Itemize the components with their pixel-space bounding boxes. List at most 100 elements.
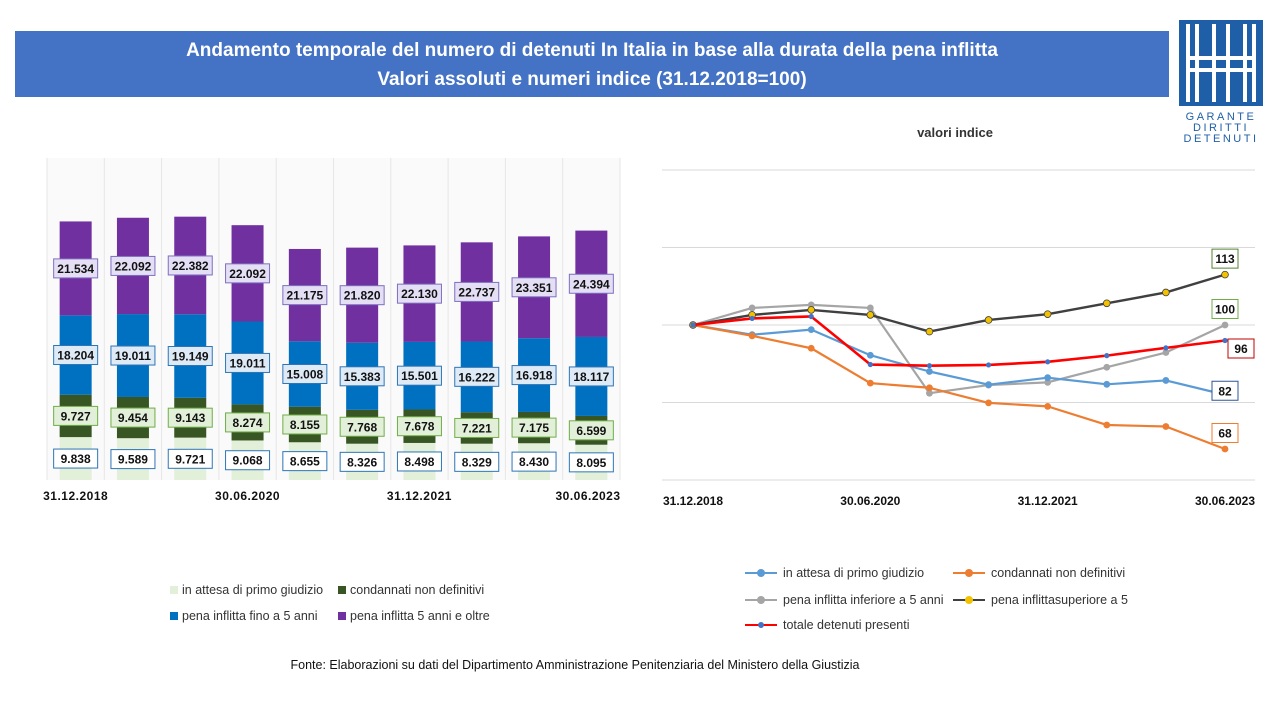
data-label-box — [454, 366, 500, 387]
series-point — [1221, 270, 1229, 279]
series-point — [926, 389, 933, 397]
data-label-box — [454, 281, 500, 302]
data-label: 8.326 — [347, 455, 377, 469]
legend-swatch — [170, 612, 178, 620]
data-label: 7.221 — [462, 421, 492, 435]
data-label-box — [225, 412, 271, 433]
data-label-box — [568, 420, 614, 441]
legend-swatch — [338, 612, 346, 620]
data-label-box — [53, 258, 99, 279]
line-legend: in attesa di primo giudizio condannati n… — [745, 566, 1245, 636]
data-label-box — [225, 263, 271, 284]
series-point — [1104, 353, 1110, 359]
series-line — [692, 323, 1226, 396]
data-label: 8.430 — [519, 455, 549, 469]
data-label-box — [396, 451, 442, 472]
data-label: 21.534 — [57, 262, 94, 276]
stacked-bar-chart: 9.838 9.727 18.204 21.534 9.589 9.454 19.011 22… — [43, 158, 621, 503]
series-point — [748, 332, 756, 340]
data-label: 8.498 — [404, 455, 434, 469]
series-point — [866, 351, 874, 359]
line-legend-item-0: in attesa di primo giudizio — [745, 566, 924, 580]
data-label: 9.068 — [233, 454, 263, 468]
data-label: 15.383 — [344, 370, 381, 384]
series-point — [807, 344, 815, 352]
series-point — [926, 384, 933, 392]
title-line-2: Valori assoluti e numeri indice (31.12.2… — [377, 69, 807, 90]
line-chart-title: valori indice — [917, 125, 993, 140]
line-legend-item-1: condannati non definitivi — [953, 566, 1125, 580]
data-label: 22.382 — [172, 259, 209, 273]
data-label: 19.149 — [172, 350, 209, 364]
series-line — [692, 273, 1226, 333]
data-label-box — [53, 448, 99, 469]
data-label-box — [110, 449, 156, 470]
series-point — [807, 306, 816, 314]
end-label-box — [1211, 248, 1239, 269]
data-label: 9.721 — [175, 452, 205, 466]
end-label-box — [1211, 423, 1239, 443]
series-point — [749, 315, 755, 322]
series-point — [690, 322, 696, 328]
data-label-box — [167, 407, 213, 428]
data-label: 6.599 — [576, 424, 606, 438]
series-point — [748, 304, 756, 312]
legend-label: condannati non definitivi — [350, 583, 485, 597]
bar-legend-item-0: in attesa di primo giudizio — [170, 583, 323, 597]
legend-label: pena inflitta fino a 5 anni — [182, 609, 318, 623]
data-label-box — [568, 452, 614, 473]
legend-label: totale detenuti presenti — [783, 618, 910, 632]
legend-label: pena inflitta inferiore a 5 anni — [783, 593, 944, 607]
data-label: 8.155 — [290, 418, 320, 432]
series-point — [1043, 310, 1052, 318]
legend-swatch — [170, 586, 178, 594]
data-label: 22.092 — [229, 267, 266, 281]
series-point — [1162, 377, 1170, 384]
logo-text-1: GARANTE — [1186, 111, 1257, 123]
data-label: 19.011 — [115, 349, 151, 363]
legend-label: pena inflitta 5 anni e oltre — [350, 609, 490, 623]
series-point — [1162, 349, 1170, 356]
series-point — [1044, 378, 1052, 386]
data-label: 8.655 — [290, 455, 320, 469]
series-point — [1163, 345, 1169, 351]
data-label: 22.092 — [115, 259, 152, 273]
data-label: 8.274 — [233, 416, 263, 430]
bar-legend-item-1: condannati non definitivi — [338, 583, 484, 597]
data-label: 21.820 — [344, 289, 381, 303]
end-label: 82 — [1218, 384, 1232, 398]
series-point — [1044, 402, 1052, 410]
line-legend-item-3: pena inflittasuperiore a 5 — [953, 593, 1128, 607]
series-point — [1103, 363, 1111, 371]
series-point — [926, 363, 933, 369]
data-label-box — [339, 366, 385, 387]
series-point — [808, 313, 814, 320]
series-point — [1221, 321, 1229, 329]
data-label-box — [511, 451, 557, 472]
data-label-box — [396, 416, 442, 437]
x-tick-label: 30.06.2023 — [555, 489, 620, 503]
data-label-box — [282, 451, 328, 472]
legend-label: condannati non definitivi — [991, 566, 1126, 580]
data-label: 9.589 — [118, 453, 148, 467]
x-tick-label: 31.12.2018 — [663, 494, 723, 508]
data-label-box — [454, 451, 500, 472]
data-label-box — [282, 285, 328, 306]
data-label-box — [396, 365, 442, 386]
x-tick-label: 31.12.2021 — [387, 489, 452, 503]
series-point — [1222, 337, 1228, 344]
data-label-box — [568, 366, 614, 387]
data-label: 16.918 — [516, 369, 553, 383]
data-label-box — [396, 283, 442, 304]
legend-label: in attesa di primo giudizio — [182, 583, 324, 597]
series-point — [984, 316, 993, 324]
series-point — [1162, 423, 1170, 430]
logo-text-3: DETENUTI — [1184, 133, 1259, 145]
legend-label: pena inflittasuperiore a 5 — [991, 593, 1128, 607]
data-label: 7.678 — [404, 420, 434, 434]
data-label-box — [167, 255, 213, 276]
bar-legend-item-3: pena inflitta 5 anni e oltre — [338, 609, 490, 623]
end-label: 100 — [1215, 303, 1235, 317]
x-tick-label: 30.06.2020 — [840, 494, 900, 508]
data-label: 24.394 — [573, 277, 610, 291]
